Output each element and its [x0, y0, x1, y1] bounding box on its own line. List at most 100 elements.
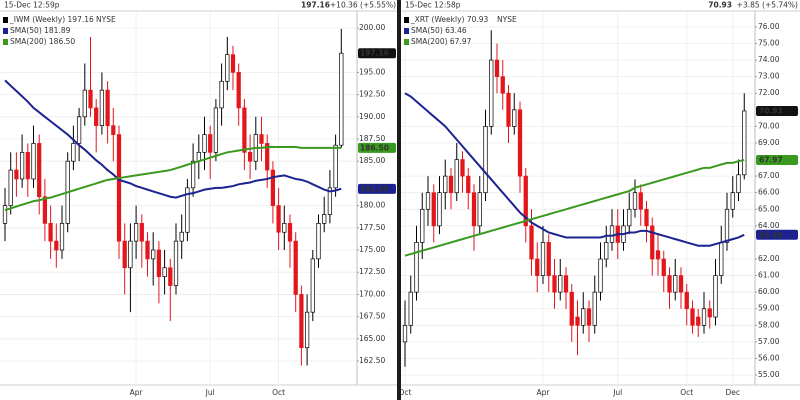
y-tick-label: 190.00 — [359, 112, 385, 121]
price-badge — [358, 142, 396, 153]
candle-body — [558, 275, 563, 293]
candle-body — [661, 258, 666, 276]
candle-body — [208, 134, 213, 153]
candle-body — [333, 144, 338, 189]
y-tick-label: 187.50 — [359, 134, 385, 143]
candle-body — [437, 192, 442, 227]
candle-body — [546, 242, 551, 276]
candle-body — [719, 242, 724, 276]
candle-body — [420, 208, 425, 243]
exchange: NYSE — [497, 15, 517, 24]
legend-swatch — [3, 28, 8, 34]
candle-body — [535, 258, 540, 276]
y-tick-label: 167.50 — [359, 312, 385, 321]
candle-body — [517, 109, 523, 177]
candle-body — [190, 160, 196, 189]
candle-body — [133, 223, 139, 242]
candle-body — [122, 240, 127, 269]
candle-body — [408, 291, 413, 326]
price-badge — [756, 105, 798, 116]
y-tick-label: 75.00 — [758, 38, 780, 47]
candle-body — [242, 107, 247, 153]
candle-body — [483, 126, 488, 194]
candle-body — [506, 92, 511, 127]
candle-body — [59, 223, 65, 251]
candle-body — [76, 116, 82, 144]
candle-body — [569, 291, 574, 326]
candle-body — [609, 225, 615, 243]
candle-body — [604, 242, 609, 260]
candle-body — [156, 249, 162, 278]
candle-body — [304, 311, 310, 349]
y-tick-label: 185.00 — [359, 156, 385, 165]
candle-body — [310, 258, 315, 313]
candle-body — [71, 143, 76, 162]
candle-body — [293, 240, 298, 295]
legend-swatch — [404, 17, 409, 23]
y-tick-label: 55.00 — [758, 370, 780, 379]
candle-body — [128, 240, 133, 269]
candle-body — [247, 151, 253, 162]
candle-body — [111, 125, 116, 135]
y-tick-label: 58.00 — [758, 320, 780, 329]
candle-body — [638, 192, 643, 210]
y-tick-label: 67.00 — [758, 171, 780, 180]
candle-body — [540, 242, 546, 276]
candle-body — [327, 187, 333, 215]
candle-body — [162, 267, 167, 278]
candle-body — [259, 134, 264, 144]
candle-body — [489, 59, 494, 127]
change: +10.36 (+5.55%) — [330, 1, 396, 10]
candle-body — [105, 89, 110, 127]
y-tick-label: 61.00 — [758, 271, 780, 280]
candle-body — [742, 110, 747, 176]
price-badge-label: 70.93 — [759, 106, 783, 115]
y-tick-label: 60.00 — [758, 287, 780, 296]
price-badge — [756, 155, 798, 166]
y-tick-label: 70.00 — [758, 121, 780, 130]
price-badge — [358, 48, 396, 59]
y-tick-label: 177.50 — [359, 223, 385, 232]
last-price: 70.93 — [708, 1, 732, 10]
candle-body — [414, 242, 419, 293]
candle-body — [644, 208, 649, 227]
legend-label: _XRT (Weekly) 70.93 — [410, 15, 489, 24]
sma-line — [4, 79, 342, 199]
candle-body — [512, 109, 517, 127]
candle-body — [236, 72, 241, 109]
candle-body — [477, 192, 482, 227]
y-tick-label: 72.00 — [758, 88, 780, 97]
price-badge — [756, 229, 798, 240]
price-badge-label: 63.46 — [759, 230, 783, 239]
candle-body — [339, 52, 344, 146]
legend-label: SMA(50) 63.46 — [411, 26, 467, 35]
candle-body — [713, 275, 718, 318]
y-tick-label: 195.00 — [359, 67, 385, 76]
candle-body — [213, 107, 219, 153]
candle-body — [54, 240, 59, 251]
candle-body — [88, 89, 93, 109]
y-tick-label: 59.00 — [758, 304, 780, 313]
candle-body — [265, 143, 270, 171]
candle-body — [287, 223, 293, 242]
candle-body — [425, 192, 431, 210]
legend-swatch — [3, 39, 8, 45]
price-badge-label: 181.89 — [360, 184, 389, 193]
candle-body — [48, 223, 53, 242]
candle-body — [690, 308, 695, 326]
candle-body — [650, 225, 655, 260]
candle-body — [431, 192, 436, 227]
y-tick-label: 192.50 — [359, 90, 385, 99]
candle-body — [219, 80, 224, 109]
candle-body — [448, 175, 454, 194]
y-tick-label: 200.00 — [359, 23, 385, 32]
chart-panel: 76.00 75.00 74.00 73.00 72.00 70.00 69.00 67.00… — [401, 1, 798, 397]
x-tick-label: Dec — [725, 388, 740, 397]
timestamp: 15-Dec 12:59p — [4, 1, 60, 10]
legend-swatch — [404, 28, 409, 34]
candle-body — [678, 275, 684, 293]
candle-body — [460, 159, 465, 177]
candle-body — [94, 107, 99, 127]
